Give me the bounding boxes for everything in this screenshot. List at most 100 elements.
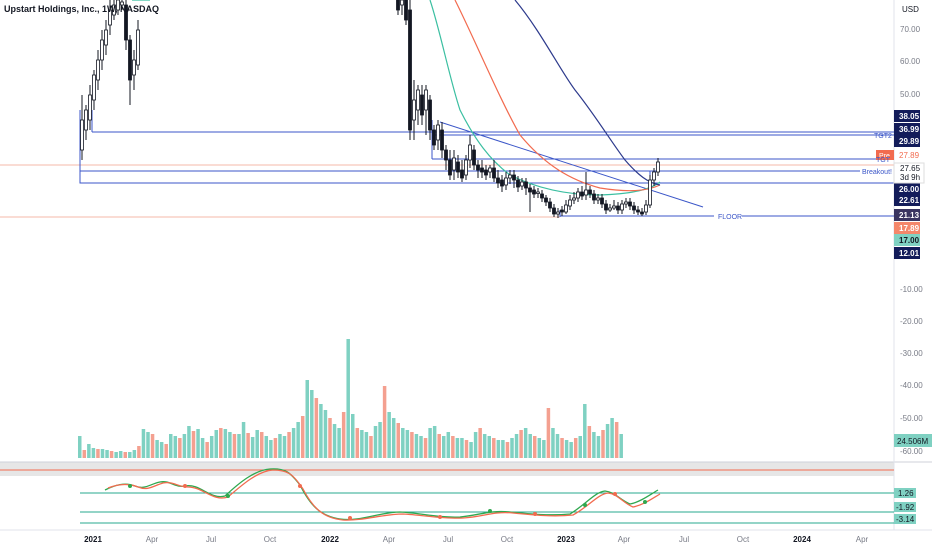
candle [585,172,588,200]
time-tick-6: Jul [443,535,453,544]
oscillator-dot [226,494,230,498]
oscillator-label-1: 1.26 [898,489,914,498]
volume-bar [478,428,482,458]
volume-bar [551,428,555,458]
oscillator-dot [533,512,537,516]
candle [509,170,512,184]
volume-bar [133,450,137,458]
volume-bar [528,434,532,458]
volume-bar [242,422,246,458]
volume-bar [151,434,155,458]
price-candles[interactable] [81,0,660,218]
volume-bar [301,416,305,458]
volume-bars[interactable] [78,339,623,458]
volume-bar [219,428,223,458]
candle [461,160,464,182]
time-tick-3: Oct [264,535,277,544]
volume-bar [265,436,269,458]
volume-bar [365,432,369,458]
oscillator-dot [348,516,352,520]
annotation-floor[interactable]: FLOOR [718,214,742,221]
volume-bar [483,434,487,458]
time-tick-2: Jul [206,535,216,544]
volume-bar [205,442,209,458]
time-tick-7: Oct [501,535,514,544]
volume-bar [237,434,241,458]
candle [433,125,436,150]
volume-bar [215,430,219,458]
candle [561,206,564,216]
annotation-breakout[interactable]: Breakout! [862,169,892,176]
candle [477,160,480,178]
ma-navy-line [515,0,660,185]
price-label-4: 26.00 [899,185,920,194]
volume-bar [128,452,132,458]
candle [129,35,132,105]
candle [621,200,624,214]
price-tick-8: -60.00 [900,447,923,456]
volume-bar [306,380,310,458]
volume-bar [274,438,278,458]
time-axis[interactable]: 2021 Apr Jul Oct 2022 Apr Jul Oct 2023 Apr Jul Oct 2… [84,535,868,544]
volume-bar [192,431,196,458]
candle [533,186,536,198]
volume-bar [574,438,578,458]
candle [105,20,108,55]
volume-bar [383,386,387,458]
time-tick-9: Apr [618,535,631,544]
volume-bar [456,438,460,458]
last-price-value: 27.65 [900,164,921,173]
candle [453,150,456,180]
candle [93,70,96,110]
volume-bar [601,430,605,458]
volume-bar [146,432,150,458]
volume-bar [228,432,232,458]
annotation-tgt2[interactable]: TGT2 [874,133,892,140]
ma-orange-line [455,0,660,191]
time-tick-11: Oct [737,535,750,544]
time-tick-12: 2024 [793,535,811,544]
volume-bar [169,434,173,458]
candle [565,200,568,214]
volume-bar [406,430,410,458]
oscillator-dot [488,509,492,513]
candle [657,158,660,176]
volume-bar [615,422,619,458]
volume-bar [437,434,441,458]
volume-bar [287,432,291,458]
volume-bar [497,440,501,458]
price-tick-1: 60.00 [900,57,921,66]
candle [401,0,404,15]
volume-bar [101,449,105,458]
candle [485,165,488,180]
chart-title: Upstart Holdings, Inc., 1W, NASDAQ [4,4,159,14]
candle [601,194,604,208]
volume-bar [610,418,614,458]
volume-bar [506,442,510,458]
candle [421,85,424,125]
time-tick-10: Jul [679,535,689,544]
time-tick-1: Apr [146,535,159,544]
volume-bar [87,444,91,458]
candle [501,175,504,192]
time-tick-4: 2022 [321,535,339,544]
last-price-countdown: 3d 9h [900,173,920,182]
candle [505,172,508,190]
volume-bar [233,434,237,458]
candle [613,200,616,210]
volume-bar [560,438,564,458]
candle [413,80,416,140]
volume-bar [351,414,355,458]
annotation-tgt[interactable]: TGT [876,157,891,164]
price-label-6: 21.13 [899,211,920,220]
volume-bar [378,422,382,458]
candle [645,200,648,215]
candle [85,105,88,140]
oscillator-dot [438,515,442,519]
volume-bar [392,418,396,458]
volume-bar [356,428,360,458]
candle [481,160,484,178]
volume-bar [510,438,514,458]
volume-bar [315,398,319,458]
